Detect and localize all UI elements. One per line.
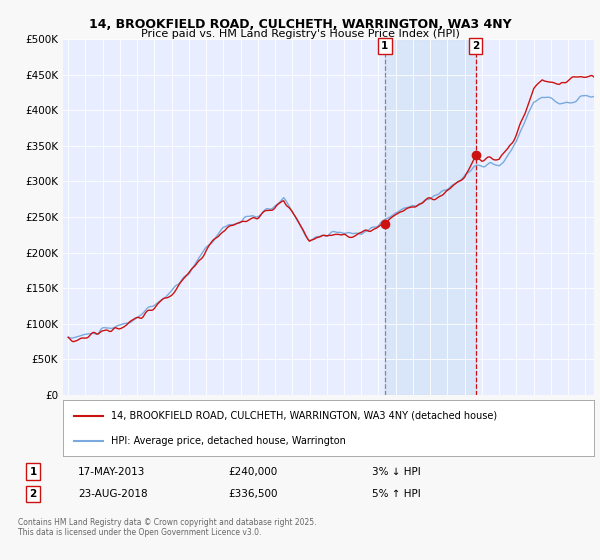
Text: 5% ↑ HPI: 5% ↑ HPI — [372, 489, 421, 499]
Text: Contains HM Land Registry data © Crown copyright and database right 2025.
This d: Contains HM Land Registry data © Crown c… — [18, 518, 317, 538]
Text: 2: 2 — [29, 489, 37, 499]
Text: 1: 1 — [29, 466, 37, 477]
Text: 17-MAY-2013: 17-MAY-2013 — [78, 466, 145, 477]
Text: 14, BROOKFIELD ROAD, CULCHETH, WARRINGTON, WA3 4NY (detached house): 14, BROOKFIELD ROAD, CULCHETH, WARRINGTO… — [111, 410, 497, 421]
Text: Price paid vs. HM Land Registry's House Price Index (HPI): Price paid vs. HM Land Registry's House … — [140, 29, 460, 39]
Text: 2: 2 — [472, 41, 479, 52]
Bar — [385, 39, 476, 395]
Text: HPI: Average price, detached house, Warrington: HPI: Average price, detached house, Warr… — [111, 436, 346, 446]
Text: £240,000: £240,000 — [228, 466, 277, 477]
Text: 3% ↓ HPI: 3% ↓ HPI — [372, 466, 421, 477]
Text: 1: 1 — [381, 41, 389, 52]
Text: 14, BROOKFIELD ROAD, CULCHETH, WARRINGTON, WA3 4NY: 14, BROOKFIELD ROAD, CULCHETH, WARRINGTO… — [89, 18, 511, 31]
Text: £336,500: £336,500 — [228, 489, 277, 499]
Text: 23-AUG-2018: 23-AUG-2018 — [78, 489, 148, 499]
